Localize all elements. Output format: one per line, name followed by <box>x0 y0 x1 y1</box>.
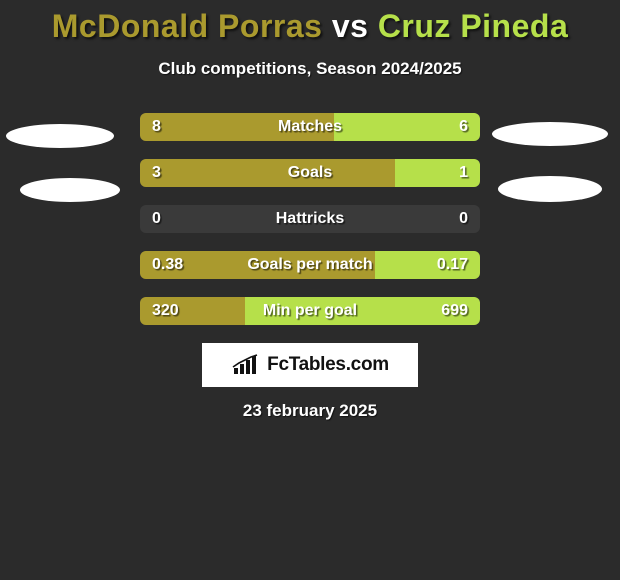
stat-row: 320699Min per goal <box>140 297 480 325</box>
stat-label: Goals <box>140 159 480 187</box>
decor-oval-left-1 <box>6 124 114 148</box>
stat-label: Matches <box>140 113 480 141</box>
subtitle: Club competitions, Season 2024/2025 <box>0 59 620 79</box>
title-player1: McDonald Porras <box>52 8 323 44</box>
decor-oval-left-2 <box>20 178 120 202</box>
title-player2: Cruz Pineda <box>378 8 568 44</box>
stat-row: 86Matches <box>140 113 480 141</box>
decor-oval-right-2 <box>498 176 602 202</box>
logo-box[interactable]: FcTables.com <box>202 343 418 387</box>
stats-container: 86Matches 31Goals 00Hattricks 0.380.17Goals… <box>140 113 480 325</box>
stat-label: Goals per match <box>140 251 480 279</box>
title-vs: vs <box>332 8 369 44</box>
logo-text: FcTables.com <box>267 354 389 376</box>
stat-label: Hattricks <box>140 205 480 233</box>
stat-label: Min per goal <box>140 297 480 325</box>
bar-chart-icon <box>231 354 259 376</box>
stat-row: 31Goals <box>140 159 480 187</box>
stat-row: 0.380.17Goals per match <box>140 251 480 279</box>
stat-row: 00Hattricks <box>140 205 480 233</box>
date: 23 february 2025 <box>0 401 620 421</box>
page-title: McDonald Porras vs Cruz Pineda <box>0 0 620 45</box>
decor-oval-right-1 <box>492 122 608 146</box>
